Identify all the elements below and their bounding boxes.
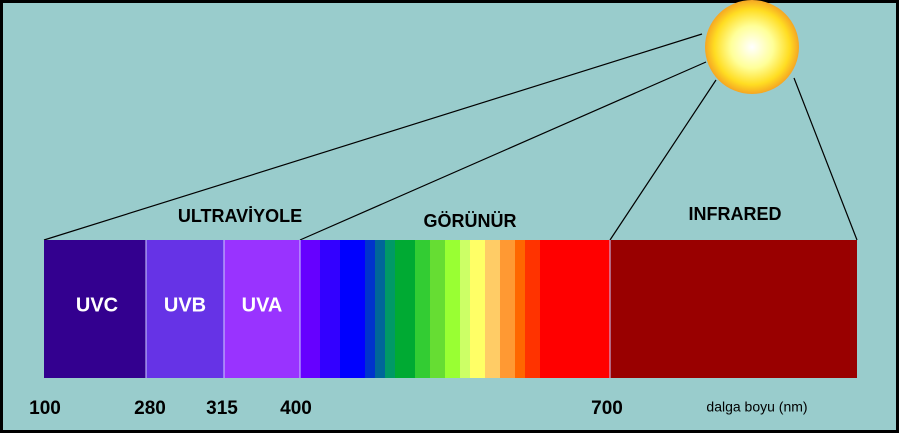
stripe (470, 240, 485, 378)
stripe (540, 240, 610, 378)
stripe (485, 240, 500, 378)
stripe (445, 240, 460, 378)
wavelength-label: 315 (206, 398, 238, 419)
stripe (415, 240, 430, 378)
stripe (300, 240, 320, 378)
diagram: UVC UVB UVA ULTRAVİYOLE GÖRÜNÜR INFRARED… (0, 0, 899, 433)
wavelength-label: 100 (29, 398, 61, 419)
stripe (430, 240, 445, 378)
stripe (340, 240, 365, 378)
infrared-band (610, 240, 857, 378)
stripe (460, 240, 470, 378)
wavelength-label: 700 (591, 398, 623, 419)
region-label: GÖRÜNÜR (424, 211, 517, 231)
stripe (500, 240, 515, 378)
region-label: ULTRAVİYOLE (178, 206, 302, 226)
axis-label: dalga boyu (nm) (706, 399, 807, 415)
stripe (525, 240, 540, 378)
stripe (375, 240, 385, 378)
band-label: UVA (242, 294, 283, 316)
sun (705, 0, 799, 94)
region-label: INFRARED (689, 204, 782, 224)
wavelength-label: 400 (280, 398, 312, 419)
stripe (320, 240, 340, 378)
stripe (365, 240, 375, 378)
band-label: UVB (164, 294, 206, 316)
stripe (385, 240, 395, 378)
stripe (515, 240, 525, 378)
band-label: UVC (76, 294, 118, 316)
stripe (395, 240, 415, 378)
wavelength-label: 280 (134, 398, 166, 419)
